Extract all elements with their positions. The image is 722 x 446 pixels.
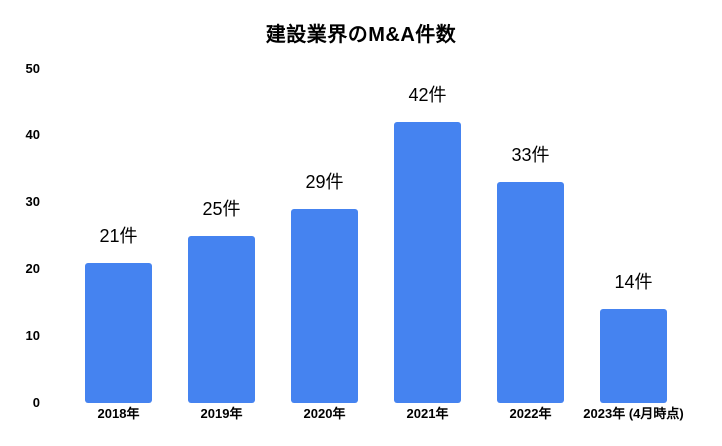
x-axis-label: 2018年	[97, 406, 140, 421]
x-axis-label: 2023年 (4月時点)	[583, 406, 684, 421]
y-axis-tick-label: 40	[25, 127, 40, 143]
bar-value-label: 29件	[305, 171, 344, 192]
bar-value-label: 21件	[99, 225, 138, 246]
chart-title: 建設業界のM&A件数	[265, 24, 457, 46]
bar-2023年 (4月時点)	[600, 309, 667, 403]
x-axis-label: 2020年	[303, 406, 346, 421]
bar-2022年	[497, 182, 564, 403]
y-axis-tick-label: 30	[25, 194, 40, 210]
bar-2021年	[394, 122, 461, 403]
x-axis-label: 2019年	[200, 406, 243, 421]
x-axis-label: 2021年	[406, 406, 449, 421]
bar-value-label: 42件	[408, 85, 447, 106]
bar-value-label: 25件	[202, 198, 241, 219]
y-axis-tick-label: 0	[32, 395, 40, 410]
y-axis-tick-label: 20	[25, 261, 40, 277]
x-axis-label: 2022年	[509, 406, 552, 421]
bar-2020年	[291, 208, 358, 403]
y-axis-tick-label: 10	[25, 328, 40, 344]
bar-2019年	[188, 235, 255, 403]
bar-value-label: 14件	[614, 272, 653, 293]
y-axis-tick-label: 50	[25, 60, 40, 76]
bar-value-label: 33件	[511, 145, 550, 166]
bar-2018年	[85, 262, 152, 403]
